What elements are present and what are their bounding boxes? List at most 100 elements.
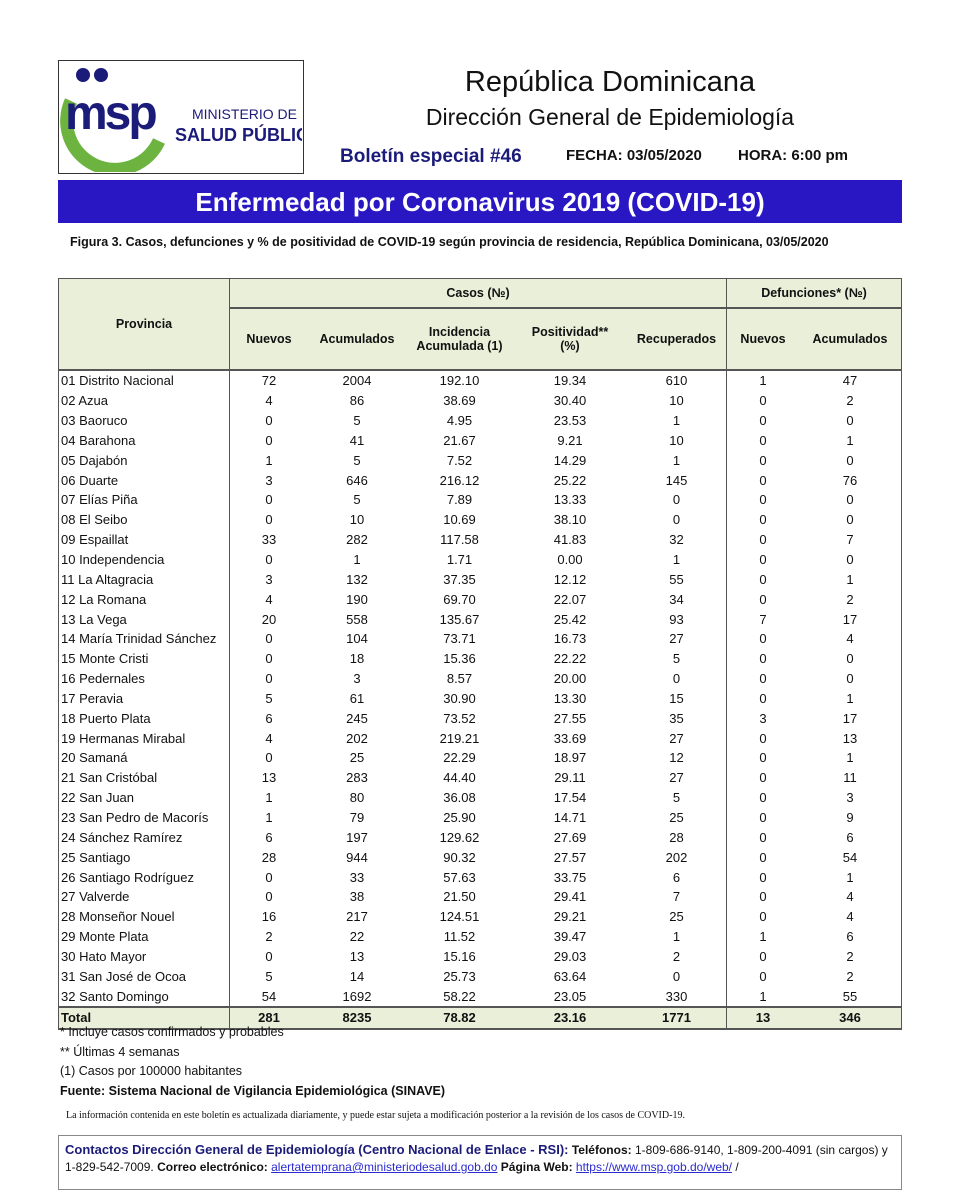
cell-incidencia: 219.21 xyxy=(439,730,480,746)
cell-def-nuevos: 1 xyxy=(726,370,799,391)
cell-recuperados: 93 xyxy=(669,611,684,627)
cell-nuevos: 3 xyxy=(229,470,308,491)
email-link[interactable]: alertatemprana@ministeriodesalud.gob.do xyxy=(271,1160,498,1174)
cell-acumulados: 2004 xyxy=(342,373,372,389)
msp-logo-mark-icon: msp MINISTERIO DE SALUD PÚBLICA xyxy=(60,68,322,176)
cell-nuevos: 4 xyxy=(229,589,308,610)
col-incidencia-l1: Incidencia xyxy=(428,325,491,339)
cell-incidencia: 37.35 xyxy=(443,571,476,587)
cell-incidencia: 1.71 xyxy=(446,552,473,568)
source-note: Fuente: Sistema Nacional de Vigilancia E… xyxy=(60,1083,446,1098)
table-row: 08 El Seibo 0 10 10.69 38.10 0 0 0 xyxy=(59,509,902,530)
table-row: 01 Distrito Nacional 72 2004 192.10 19.34 610… xyxy=(59,370,902,391)
department-title: Dirección General de Epidemiología xyxy=(425,104,795,130)
cell-positividad: 16.73 xyxy=(553,631,587,647)
country-title: República Dominicana xyxy=(464,66,756,98)
cell-nuevos: 0 xyxy=(229,410,308,431)
cell-incidencia: 216.12 xyxy=(439,472,480,488)
cell-nuevos: 13 xyxy=(229,767,308,788)
cell-recuperados: 25 xyxy=(669,809,684,825)
cell-positividad: 23.05 xyxy=(553,988,587,1004)
web-link[interactable]: https://www.msp.gob.do/web/ xyxy=(575,1160,732,1174)
cell-positividad: 14.71 xyxy=(553,809,587,825)
cell-nuevos: 4 xyxy=(229,390,308,411)
table-row: 29 Monte Plata 2 22 11.52 39.47 1 1 6 xyxy=(59,926,902,947)
cell-incidencia: 4.95 xyxy=(446,413,473,429)
cell-nuevos: 0 xyxy=(229,748,308,768)
cell-positividad: 29.03 xyxy=(553,948,587,964)
group-defunciones: Defunciones* (№) xyxy=(726,278,902,309)
cell-def-nuevos: 0 xyxy=(726,787,799,808)
table-body: 01 Distrito Nacional 72 2004 192.10 19.34 610… xyxy=(58,370,902,1030)
cell-province: 04 Barahona xyxy=(61,432,136,448)
cell-incidencia: 117.58 xyxy=(440,532,479,548)
cell-recuperados: 145 xyxy=(665,472,688,488)
cell-province: 13 La Vega xyxy=(61,611,127,627)
table-row: 11 La Altagracia 3 132 37.35 12.12 55 0 1 xyxy=(59,569,902,590)
cell-province: 06 Duarte xyxy=(61,472,119,488)
cell-def-nuevos: 0 xyxy=(726,946,799,967)
cell-recuperados: 27 xyxy=(669,631,684,647)
cell-province: 18 Puerto Plata xyxy=(61,710,151,726)
cell-positividad: 13.33 xyxy=(553,492,587,508)
cell-acumulados: 13 xyxy=(349,948,365,964)
cell-province: 27 Valverde xyxy=(61,889,130,905)
cell-def-acumulados: 4 xyxy=(846,909,854,925)
cell-acumulados: 25 xyxy=(349,750,365,766)
cell-province: 26 Santiago Rodríguez xyxy=(61,869,194,885)
cell-recuperados: 28 xyxy=(669,829,684,845)
cell-acumulados: 79 xyxy=(349,809,365,825)
table-row: 13 La Vega 20 558 135.67 25.42 93 7 17 xyxy=(59,609,902,629)
cell-recuperados: 32 xyxy=(669,532,684,548)
cell-def-nuevos: 0 xyxy=(726,549,799,570)
col-recuperados: Recuperados xyxy=(627,308,727,371)
cell-positividad: 27.69 xyxy=(553,829,587,845)
col-acumulados: Acumulados xyxy=(308,308,406,371)
cell-acumulados: 646 xyxy=(346,472,368,488)
cell-def-acumulados: 4 xyxy=(846,631,854,647)
cell-recuperados: 0 xyxy=(672,671,681,687)
cell-nuevos: 0 xyxy=(229,549,308,570)
cell-acumulados: 22 xyxy=(349,929,365,945)
svg-text:MINISTERIO DE: MINISTERIO DE xyxy=(192,106,297,122)
col-positividad-l2: (%) xyxy=(560,339,580,353)
cell-acumulados: 944 xyxy=(346,849,368,865)
cell-def-nuevos: 0 xyxy=(726,569,799,590)
cell-nuevos: 0 xyxy=(229,886,308,907)
cell-nuevos: 28 xyxy=(229,847,308,868)
svg-text:msp: msp xyxy=(65,87,156,140)
cell-province: 22 San Juan xyxy=(61,790,135,806)
col-def-nuevos: Nuevos xyxy=(726,308,799,371)
cell-nuevos: 72 xyxy=(229,370,308,391)
cell-def-nuevos: 0 xyxy=(726,728,799,749)
cell-def-acumulados: 346 xyxy=(799,1006,902,1030)
cell-nuevos: 16 xyxy=(229,906,308,927)
cell-def-nuevos: 0 xyxy=(726,668,799,689)
cell-acumulados: 197 xyxy=(346,829,368,845)
cell-def-acumulados: 1 xyxy=(846,750,854,766)
cell-acumulados: 190 xyxy=(346,591,368,607)
table-row: 07 Elías Piña 0 5 7.89 13.33 0 0 0 xyxy=(59,490,902,510)
cell-def-acumulados: 9 xyxy=(846,809,854,825)
table-row: 09 Espaillat 33 282 117.58 41.83 32 0 7 xyxy=(59,529,902,550)
cell-def-acumulados: 2 xyxy=(846,968,854,984)
cell-positividad: 38.10 xyxy=(553,512,587,528)
cell-incidencia: 7.52 xyxy=(446,452,473,468)
cell-def-nuevos: 0 xyxy=(726,827,799,848)
cell-nuevos: 3 xyxy=(229,569,308,590)
cell-province: 12 La Romana xyxy=(61,591,147,607)
cell-province: 01 Distrito Nacional xyxy=(61,373,174,389)
cell-positividad: 29.41 xyxy=(553,889,587,905)
cell-incidencia: 21.67 xyxy=(443,432,476,448)
cell-def-acumulados: 1 xyxy=(846,869,854,885)
cell-incidencia: 44.40 xyxy=(443,770,476,786)
cell-def-nuevos: 0 xyxy=(726,688,799,709)
table-row: 26 Santiago Rodríguez 0 33 57.63 33.75 6 0 1 xyxy=(59,867,902,887)
cell-incidencia: 129.62 xyxy=(439,829,480,845)
cell-def-acumulados: 55 xyxy=(842,988,858,1004)
cell-def-nuevos: 7 xyxy=(726,609,799,629)
cell-recuperados: 202 xyxy=(665,849,688,865)
cell-incidencia: 135.67 xyxy=(439,611,480,627)
cell-province: 11 La Altagracia xyxy=(61,571,154,587)
cell-nuevos: 0 xyxy=(229,628,308,649)
